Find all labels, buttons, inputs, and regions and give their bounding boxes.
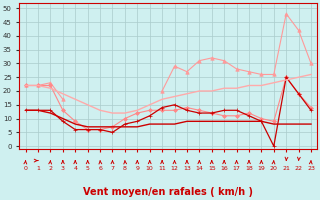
X-axis label: Vent moyen/en rafales ( km/h ): Vent moyen/en rafales ( km/h ) xyxy=(83,187,253,197)
